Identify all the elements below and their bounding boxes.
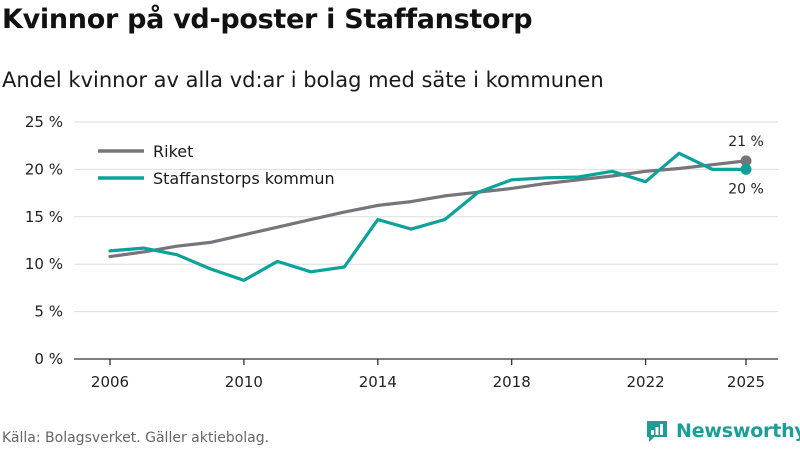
y-tick-label: 20 % — [25, 160, 63, 178]
y-tick-label: 10 % — [25, 255, 63, 273]
legend-label-riket: Riket — [153, 142, 193, 161]
y-tick-label: 0 % — [34, 350, 63, 368]
series-line-riket — [108, 159, 748, 259]
series-endpoint-staffanstorps-kommun — [740, 163, 752, 175]
series-line-staffanstorps-kommun — [108, 151, 748, 282]
brand-name: Newsworthy — [676, 420, 800, 442]
y-tick-label: 5 % — [34, 303, 63, 321]
x-axis: 2006 2010 2014 2018 2022 2025 — [74, 358, 778, 391]
chart-subtitle: Andel kvinnor av alla vd:ar i bolag med … — [2, 68, 604, 92]
newsworthy-logo-icon — [647, 421, 667, 442]
legend-label-staffanstorps-kommun: Staffanstorps kommun — [153, 169, 335, 188]
source-note: Källa: Bolagsverket. Gäller aktiebolag. — [2, 430, 270, 446]
series-endpoint-riket — [740, 155, 752, 167]
y-axis: 0 % 5 % 10 % 15 % 20 % 25 % — [25, 113, 63, 368]
chart-title: Kvinnor på vd-poster i Staffanstorp — [2, 4, 533, 35]
x-tick-label: 2025 — [727, 373, 765, 391]
legend: Riket Staffanstorps kommun — [98, 142, 335, 188]
end-value-label-staffanstorps-kommun: 20 % — [728, 181, 764, 197]
x-tick-label: 2014 — [359, 373, 397, 391]
series-lines: 21 % 20 % — [108, 134, 764, 282]
x-tick-label: 2010 — [225, 373, 263, 391]
y-tick-label: 25 % — [25, 113, 63, 131]
brand-logo: Newsworthy — [644, 418, 800, 444]
y-tick-label: 15 % — [25, 208, 63, 226]
x-tick-label: 2006 — [91, 373, 129, 391]
x-tick-label: 2018 — [493, 373, 531, 391]
end-value-label-riket: 21 % — [728, 134, 764, 150]
x-tick-label: 2022 — [626, 373, 664, 391]
